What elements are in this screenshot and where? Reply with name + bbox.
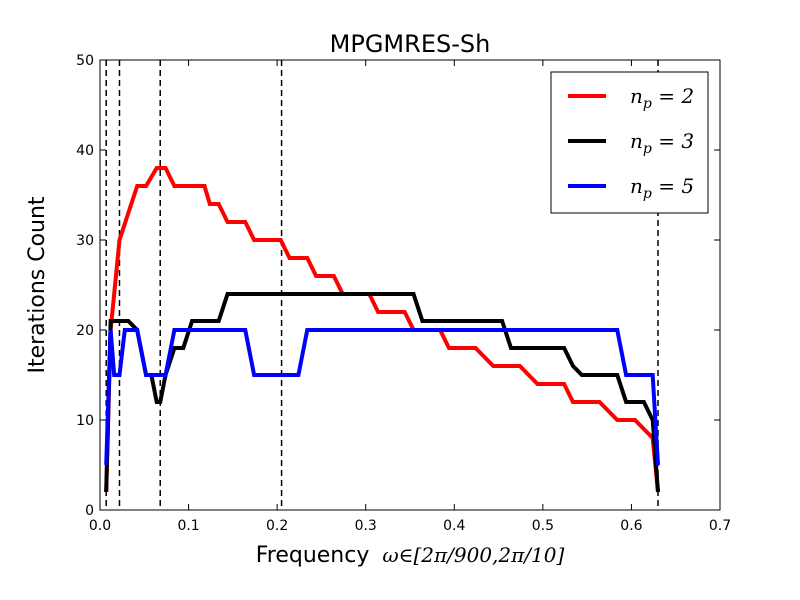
x-tick-label: 0.4 xyxy=(443,518,465,534)
x-tick-label: 0.6 xyxy=(620,518,642,534)
x-axis-label: Frequency ω∈[2π/900,2π/10] xyxy=(256,543,565,568)
series-layer xyxy=(104,166,660,493)
x-tick-label: 0.1 xyxy=(177,518,199,534)
x-tick-label: 0.7 xyxy=(709,518,731,534)
y-tick-label: 20 xyxy=(76,323,94,339)
x-tick-label: 0.2 xyxy=(266,518,288,534)
x-tick-label: 0.5 xyxy=(532,518,554,534)
chart-title: MPGMRES-Sh xyxy=(330,30,491,58)
y-axis-label: Iterations Count xyxy=(25,196,50,373)
x-tick-label: 0.0 xyxy=(89,518,111,534)
legend: np = 2 np = 3 np = 5 xyxy=(550,71,709,214)
y-tick-label: 50 xyxy=(76,53,94,69)
axis-ticks: 0.0 0.1 0.2 0.3 0.4 0.5 0.6 0.7 0 10 20 30 40 50 xyxy=(76,53,731,534)
series-line-3 xyxy=(104,328,660,466)
series-line-2 xyxy=(104,292,660,493)
plot-frame xyxy=(99,59,721,511)
x-axis-label-math: ω∈[2π/900,2π/10] xyxy=(382,543,564,567)
legend-label-2: np = 3 xyxy=(630,129,694,157)
y-tick-label: 0 xyxy=(85,503,94,519)
y-tick-label: 30 xyxy=(76,233,94,249)
series-line-1 xyxy=(104,166,660,493)
x-axis-label-text: Frequency xyxy=(256,543,370,568)
y-tick-label: 40 xyxy=(76,143,94,159)
y-tick-label: 10 xyxy=(76,413,94,429)
x-tick-label: 0.3 xyxy=(355,518,377,534)
legend-label-1: np = 2 xyxy=(630,84,694,112)
legend-label-3: np = 5 xyxy=(630,174,694,202)
